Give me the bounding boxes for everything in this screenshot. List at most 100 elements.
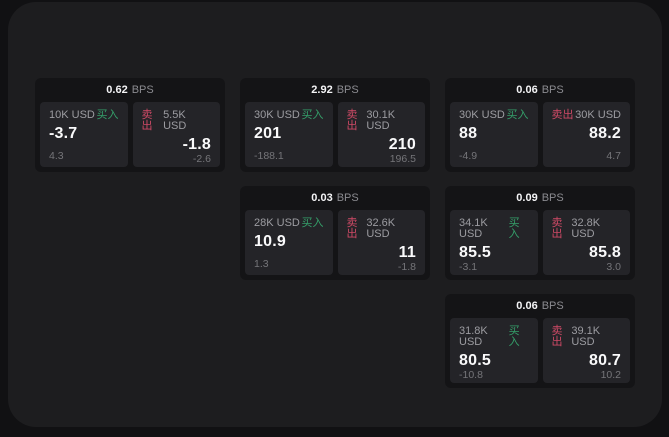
buy-amount: 34.1K USD [459, 217, 488, 240]
sell-amount: 5.5K USD [163, 109, 187, 132]
sell-label: 卖出 [141, 109, 153, 132]
quote-card: 0.03 BPS 28K USD 买入 10.9 1.3 卖出 32.6K US… [240, 186, 430, 280]
buy-label: 买入 [506, 109, 529, 121]
card-body: 10K USD 买入 -3.7 4.3 卖出 5.5K USD -1.8 -2.… [35, 102, 225, 172]
sell-price: 80.7 [589, 352, 621, 369]
sell-panel[interactable]: 卖出 39.1K USD 80.7 10.2 [542, 318, 630, 383]
buy-delta: -10.8 [459, 368, 483, 381]
buy-panel-header: 10K USD 买入 [49, 110, 119, 121]
sell-amount: 39.1K USD [571, 325, 601, 348]
sell-delta: -2.6 [192, 152, 211, 165]
buy-amount: 30K USD [459, 109, 505, 121]
sell-panel-header: 卖出 32.8K USD [552, 218, 622, 240]
sell-label: 卖出 [551, 325, 563, 348]
sell-amount: 30K USD [575, 109, 621, 121]
sell-delta: 4.7 [606, 149, 621, 162]
sell-price: -1.8 [182, 136, 211, 153]
card-header: 2.92 BPS [240, 78, 430, 102]
bps-unit-label: BPS [541, 83, 564, 96]
buy-panel-header: 30K USD 买入 [459, 110, 529, 121]
bps-unit-label: BPS [336, 191, 359, 204]
buy-label: 买入 [96, 109, 119, 121]
buy-panel-header: 30K USD 买入 [254, 110, 324, 121]
sell-label: 卖出 [346, 217, 358, 240]
quote-card: 0.06 BPS 31.8K USD 买入 80.5 -10.8 卖出 39.1… [445, 294, 635, 388]
buy-price: 10.9 [254, 233, 286, 250]
spread-bps-value: 0.06 [516, 299, 538, 312]
sell-panel-header: 卖出 30.1K USD [347, 110, 417, 132]
spread-bps-value: 0.62 [106, 83, 128, 96]
buy-panel-header: 31.8K USD 买入 [459, 326, 529, 348]
card-header: 0.09 BPS [445, 186, 635, 210]
card-body: 30K USD 买入 201 -188.1 卖出 30.1K USD 210 1… [240, 102, 430, 172]
buy-price: 88 [459, 125, 478, 142]
quote-card: 0.62 BPS 10K USD 买入 -3.7 4.3 卖出 5.5K USD… [35, 78, 225, 172]
spread-bps-value: 2.92 [311, 83, 333, 96]
sell-price: 85.8 [589, 244, 621, 261]
sell-panel-header: 卖出 32.6K USD [347, 218, 417, 240]
bps-unit-label: BPS [131, 83, 154, 96]
sell-panel[interactable]: 卖出 30.1K USD 210 196.5 [337, 102, 425, 167]
buy-delta: 4.3 [49, 149, 64, 162]
buy-delta: -4.9 [459, 149, 478, 162]
buy-panel[interactable]: 34.1K USD 买入 85.5 -3.1 [450, 210, 538, 275]
buy-panel[interactable]: 28K USD 买入 10.9 1.3 [245, 210, 333, 275]
sell-price: 88.2 [589, 125, 621, 142]
card-header: 0.06 BPS [445, 294, 635, 318]
buy-delta: -3.1 [459, 260, 478, 273]
sell-delta: 3.0 [606, 260, 621, 273]
buy-panel[interactable]: 10K USD 买入 -3.7 4.3 [40, 102, 128, 167]
buy-label: 买入 [508, 325, 520, 348]
sell-panel-header: 卖出 39.1K USD [552, 326, 622, 348]
sell-amount: 32.8K USD [571, 217, 601, 240]
buy-delta: -188.1 [254, 149, 284, 162]
sell-delta: -1.8 [397, 260, 416, 273]
sell-amount: 32.6K USD [366, 217, 396, 240]
bps-unit-label: BPS [541, 299, 564, 312]
buy-panel-header: 34.1K USD 买入 [459, 218, 529, 240]
sell-label: 卖出 [551, 217, 563, 240]
bps-unit-label: BPS [541, 191, 564, 204]
buy-amount: 10K USD [49, 109, 95, 121]
card-body: 30K USD 买入 88 -4.9 卖出 30K USD 88.2 4.7 [445, 102, 635, 172]
buy-panel[interactable]: 30K USD 买入 201 -188.1 [245, 102, 333, 167]
card-header: 0.03 BPS [240, 186, 430, 210]
bps-unit-label: BPS [336, 83, 359, 96]
buy-price: 85.5 [459, 244, 491, 261]
buy-amount: 28K USD [254, 217, 300, 229]
sell-label: 卖出 [346, 109, 358, 132]
sell-delta: 196.5 [389, 152, 416, 165]
sell-panel[interactable]: 卖出 32.8K USD 85.8 3.0 [542, 210, 630, 275]
sell-price: 11 [398, 244, 416, 261]
quote-card: 2.92 BPS 30K USD 买入 201 -188.1 卖出 30.1K … [240, 78, 430, 172]
buy-amount: 30K USD [254, 109, 300, 121]
buy-price: 80.5 [459, 352, 491, 369]
sell-panel[interactable]: 卖出 30K USD 88.2 4.7 [542, 102, 630, 167]
spread-bps-value: 0.06 [516, 83, 538, 96]
quote-card: 0.06 BPS 30K USD 买入 88 -4.9 卖出 30K USD 8… [445, 78, 635, 172]
sell-panel-header: 卖出 30K USD [552, 110, 622, 121]
quote-card-grid: 0.62 BPS 10K USD 买入 -3.7 4.3 卖出 5.5K USD… [35, 78, 635, 388]
sell-panel[interactable]: 卖出 32.6K USD 11 -1.8 [337, 210, 425, 275]
card-header: 0.62 BPS [35, 78, 225, 102]
card-body: 31.8K USD 买入 80.5 -10.8 卖出 39.1K USD 80.… [445, 318, 635, 388]
sell-amount: 30.1K USD [366, 109, 396, 132]
spread-bps-value: 0.03 [311, 191, 333, 204]
sell-label: 卖出 [551, 109, 574, 121]
buy-delta: 1.3 [254, 257, 269, 270]
card-body: 28K USD 买入 10.9 1.3 卖出 32.6K USD 11 -1.8 [240, 210, 430, 280]
buy-price: -3.7 [49, 125, 78, 142]
sell-delta: 10.2 [600, 368, 621, 381]
spread-bps-value: 0.09 [516, 191, 538, 204]
sell-price: 210 [388, 136, 416, 153]
buy-label: 买入 [301, 217, 324, 229]
dashboard-panel: 0.62 BPS 10K USD 买入 -3.7 4.3 卖出 5.5K USD… [8, 2, 662, 427]
buy-panel[interactable]: 31.8K USD 买入 80.5 -10.8 [450, 318, 538, 383]
buy-price: 201 [254, 125, 282, 142]
buy-panel-header: 28K USD 买入 [254, 218, 324, 229]
card-body: 34.1K USD 买入 85.5 -3.1 卖出 32.8K USD 85.8… [445, 210, 635, 280]
sell-panel[interactable]: 卖出 5.5K USD -1.8 -2.6 [132, 102, 220, 167]
buy-panel[interactable]: 30K USD 买入 88 -4.9 [450, 102, 538, 167]
card-header: 0.06 BPS [445, 78, 635, 102]
